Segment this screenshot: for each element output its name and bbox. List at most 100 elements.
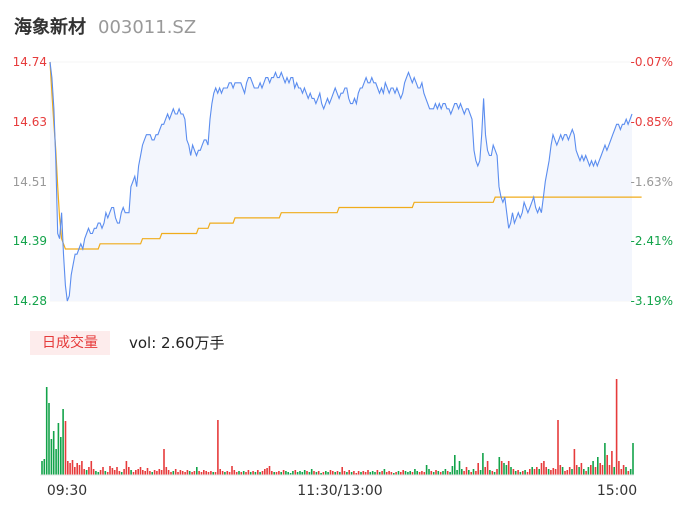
volume-bar — [355, 473, 358, 475]
volume-bar — [435, 470, 437, 475]
volume-bar — [120, 472, 123, 475]
volume-bar — [615, 379, 618, 475]
volume-bar — [325, 471, 327, 475]
volume-bar — [235, 472, 238, 475]
volume-bar — [146, 468, 149, 475]
volume-bar — [85, 470, 88, 475]
volume-bar — [104, 471, 107, 475]
volume-bar — [550, 470, 552, 475]
volume-bar — [463, 471, 465, 475]
y-axis-right-labels: -0.07% -0.85% -1.63% -2.41% -3.19% — [631, 55, 673, 308]
volume-bar — [629, 469, 632, 475]
volume-bar — [212, 472, 214, 475]
volume-bar — [90, 461, 93, 475]
volume-bar — [461, 469, 463, 475]
volume-bar — [242, 471, 245, 475]
time-axis-labels: 09:30 11:30/13:00 15:00 — [47, 483, 637, 499]
time-axis-label: 11:30/13:00 — [297, 483, 382, 499]
volume-bar — [604, 443, 606, 475]
volume-bar — [482, 453, 484, 475]
volume-bar — [374, 472, 376, 475]
volume-bar — [500, 461, 503, 475]
volume-bar — [547, 469, 550, 475]
volume-bar — [367, 470, 369, 475]
volume-bar — [217, 420, 219, 475]
volume-bar — [529, 469, 531, 475]
volume-bar — [378, 472, 381, 475]
volume-bar — [503, 463, 505, 475]
volume-bar — [543, 461, 545, 475]
volume-bar — [507, 461, 510, 475]
volume-bar — [583, 469, 585, 475]
volume-bar — [207, 472, 210, 475]
volume-bar — [385, 472, 388, 475]
volume-bar — [116, 467, 118, 475]
volume-bar — [167, 470, 170, 475]
volume-bar — [273, 472, 275, 475]
volume-bar — [592, 461, 594, 475]
volume-bar — [618, 461, 620, 475]
volume-bar — [118, 471, 121, 475]
daily-volume-tab[interactable]: 日成交量 — [30, 331, 110, 355]
volume-bar — [188, 471, 191, 475]
volume-bar — [376, 470, 379, 475]
volume-bar — [41, 461, 43, 475]
volume-bar — [353, 471, 355, 475]
volume-bar — [540, 463, 543, 475]
volume-bar — [186, 470, 189, 475]
volume-bar — [289, 473, 292, 475]
volume-bar — [151, 472, 153, 475]
volume-bar — [329, 470, 332, 475]
volume-bar — [348, 470, 350, 475]
volume-bar — [128, 467, 130, 475]
volume-bar — [165, 467, 168, 475]
volume-bar — [245, 472, 247, 475]
volume-bar — [573, 449, 576, 475]
volume-bar — [350, 472, 353, 475]
volume-bar — [287, 472, 289, 475]
volume-bar — [144, 471, 146, 475]
volume-bars — [41, 379, 634, 475]
volume-bar — [580, 463, 583, 475]
y-axis-left-labels: 14.74 14.63 14.51 14.39 14.28 — [13, 55, 47, 308]
volume-bar — [364, 472, 367, 475]
volume-bar — [536, 467, 538, 475]
volume-bar — [67, 461, 69, 475]
volume-bar — [198, 471, 200, 475]
volume-bar — [240, 472, 243, 475]
y-right-tick-label: -0.85% — [631, 115, 673, 129]
volume-bar — [479, 470, 482, 475]
volume-bar — [498, 457, 501, 475]
volume-readout: vol: 2.60万手 — [129, 334, 225, 352]
volume-bar — [475, 471, 477, 475]
volume-bar — [193, 471, 196, 475]
volume-bar — [125, 461, 128, 475]
volume-bar — [594, 467, 597, 475]
y-left-tick-label: 14.74 — [13, 55, 47, 69]
volume-bar — [407, 472, 409, 475]
volume-bar — [106, 472, 109, 475]
volume-bar — [62, 409, 64, 475]
volume-bar — [625, 467, 627, 475]
volume-bar — [149, 471, 151, 475]
volume-bar — [411, 472, 414, 475]
volume-bar — [139, 467, 142, 475]
volume-bar — [409, 471, 411, 475]
volume-bar — [130, 470, 132, 475]
volume-bar — [308, 472, 311, 475]
volume-bar — [71, 460, 74, 475]
volume-bar — [606, 455, 608, 475]
y-left-tick-label: 14.39 — [13, 234, 47, 248]
volume-bar — [491, 471, 494, 475]
intraday-price-chart: 14.74 14.63 14.51 14.39 14.28 -0.07% -0.85% -1… — [13, 55, 673, 308]
volume-bar — [102, 467, 104, 475]
volume-bar — [388, 471, 390, 475]
volume-bar — [357, 471, 360, 475]
volume-bar — [369, 472, 372, 475]
volume-bar — [395, 472, 397, 475]
volume-bar — [210, 471, 212, 475]
volume-bar — [172, 471, 175, 475]
volume-bar — [533, 469, 536, 475]
volume-bar — [247, 470, 250, 475]
volume-bar — [404, 471, 407, 475]
